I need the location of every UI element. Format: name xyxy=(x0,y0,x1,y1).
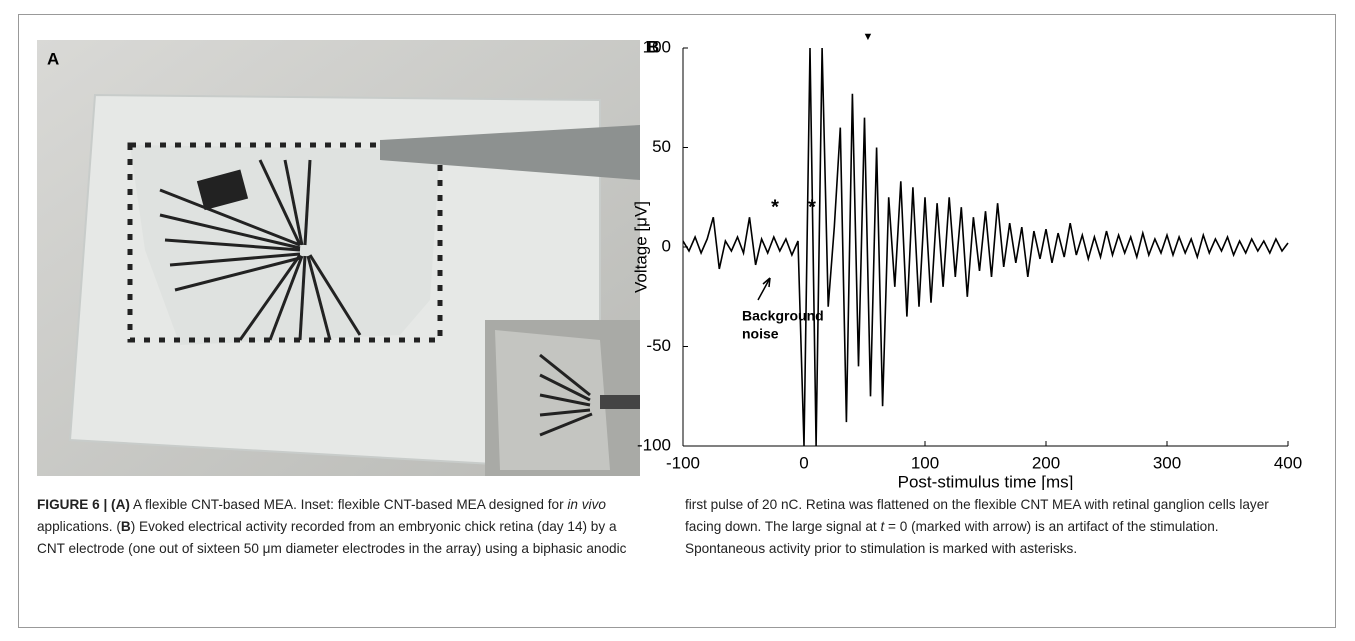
x-tick-label: 300 xyxy=(1153,453,1181,472)
y-tick-label: 0 xyxy=(662,236,671,255)
x-tick-label: 400 xyxy=(1274,453,1302,472)
annotation: * xyxy=(771,196,779,218)
panel-label: B xyxy=(647,37,659,56)
caption-text: ) Evoked electrical activity recorded fr… xyxy=(37,497,1269,556)
caption-text: FIGURE 6 | (A) xyxy=(37,497,130,512)
y-tick-label: 50 xyxy=(652,137,671,156)
annotation: ▼ xyxy=(863,31,874,43)
annotation-arrowhead xyxy=(762,277,771,288)
caption-text: = 0 (marked with arrow) is an artifact o… xyxy=(685,519,1219,556)
x-tick-label: -100 xyxy=(666,453,700,472)
plot-area xyxy=(683,47,1289,447)
x-tick-label: 100 xyxy=(911,453,939,472)
annotation-arrow xyxy=(757,277,771,301)
y-tick-label: 100 xyxy=(643,37,671,56)
caption-text: B xyxy=(120,519,131,534)
x-axis-label: Post-stimulus time [ms] xyxy=(898,472,1074,490)
caption-text: t xyxy=(880,519,885,534)
photo-a: A xyxy=(37,40,640,476)
y-tick-label: -100 xyxy=(637,435,671,454)
annotation: noise xyxy=(742,326,779,342)
caption-text: in vivo xyxy=(567,497,606,512)
caption-text: applications. ( xyxy=(37,519,121,534)
x-tick-label: 200 xyxy=(1032,453,1060,472)
annotation: Background xyxy=(742,308,824,324)
figure-frame xyxy=(18,14,1336,628)
caption-text: A flexible CNT-based MEA. Inset: flexibl… xyxy=(129,497,568,512)
x-tick-label: 0 xyxy=(799,453,808,472)
annotation: * xyxy=(808,196,816,218)
figure: A B -100 -50 0 50 100 -100 0 100 200 300 400 Post-s… xyxy=(37,31,1302,490)
signal-line xyxy=(683,47,1289,447)
y-tick-label: -50 xyxy=(646,336,671,355)
panel-label: A xyxy=(47,49,59,68)
y-axis-label: Voltage [μV] xyxy=(631,201,650,293)
caption: FIGURE 6 | (A) A flexible CNT-based MEA.… xyxy=(37,494,1290,560)
